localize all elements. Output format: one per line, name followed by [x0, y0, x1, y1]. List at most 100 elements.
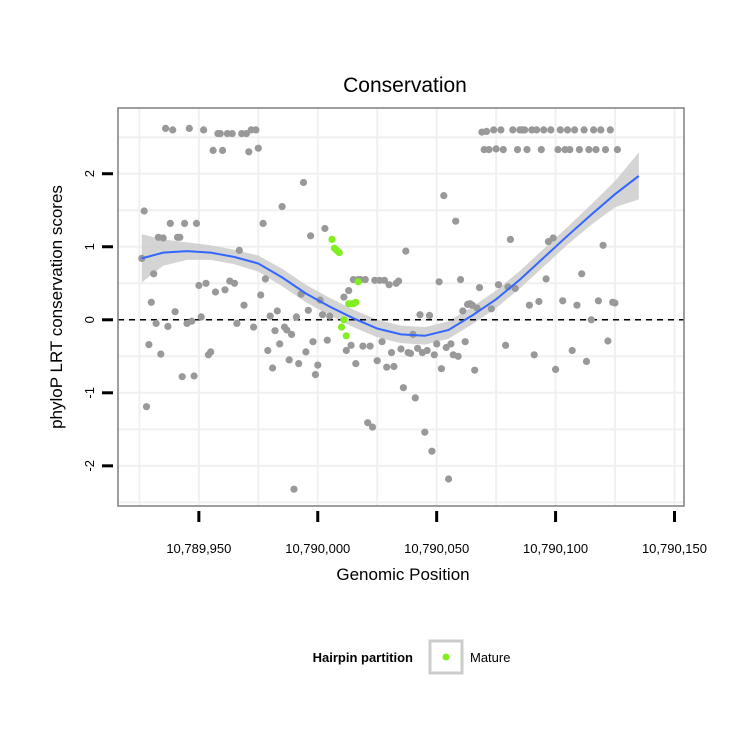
- point-other: [164, 322, 172, 330]
- point-other: [599, 241, 607, 249]
- point-other: [521, 126, 529, 134]
- point-other: [487, 305, 495, 313]
- point-other: [159, 234, 167, 242]
- point-other: [492, 145, 500, 153]
- point-other: [228, 130, 236, 138]
- point-other: [352, 360, 360, 368]
- point-other: [276, 340, 284, 348]
- y-tick-label: 1: [82, 243, 97, 250]
- legend-label-mature: Mature: [470, 650, 510, 665]
- point-other: [606, 126, 614, 134]
- point-other: [461, 338, 469, 346]
- point-other: [235, 246, 243, 254]
- point-other: [269, 364, 277, 372]
- point-other: [613, 146, 622, 154]
- point-other: [366, 342, 374, 350]
- point-other: [178, 373, 186, 381]
- point-other: [373, 357, 381, 365]
- data-points: [138, 124, 622, 493]
- point-other: [221, 286, 229, 294]
- point-other: [385, 281, 393, 289]
- point-other: [318, 311, 327, 319]
- point-other: [547, 126, 555, 134]
- point-mature: [328, 235, 336, 243]
- point-other: [475, 284, 484, 292]
- point-other: [592, 146, 600, 154]
- point-other: [580, 126, 588, 134]
- point-other: [283, 326, 291, 334]
- point-other: [411, 394, 419, 402]
- point-other: [387, 349, 396, 357]
- point-other: [254, 144, 262, 152]
- point-other: [209, 146, 217, 154]
- y-tick-label: -2: [82, 460, 97, 472]
- point-other: [428, 447, 436, 455]
- point-other: [347, 341, 355, 349]
- point-other: [483, 127, 491, 135]
- point-other: [435, 278, 443, 286]
- plot-panel: [117, 107, 685, 507]
- point-other: [309, 338, 317, 346]
- x-tick-label: 10,790,150: [642, 541, 707, 556]
- point-other: [506, 235, 514, 243]
- point-other: [314, 361, 322, 369]
- x-axis-label: Genomic Position: [336, 565, 469, 584]
- point-mature: [342, 332, 350, 340]
- point-other: [549, 234, 557, 242]
- y-axis-label: phyloP LRT conservation scores: [47, 185, 66, 429]
- point-other: [266, 312, 274, 320]
- point-other: [230, 279, 239, 287]
- point-other: [525, 301, 534, 309]
- point-other: [202, 279, 210, 287]
- point-other: [361, 276, 369, 284]
- point-other: [502, 341, 510, 349]
- point-other: [423, 346, 431, 355]
- point-other: [523, 146, 531, 154]
- point-other: [471, 366, 479, 374]
- point-mature: [352, 298, 360, 306]
- point-other: [452, 217, 460, 225]
- point-other: [378, 338, 386, 346]
- point-other: [299, 178, 308, 187]
- point-other: [494, 281, 503, 289]
- point-other: [259, 219, 267, 227]
- point-other: [395, 277, 403, 285]
- x-tick-label: 10,790,050: [404, 541, 469, 556]
- point-other: [566, 146, 574, 154]
- point-other: [245, 148, 253, 156]
- x-tick-label: 10,789,950: [166, 541, 231, 556]
- point-other: [530, 351, 538, 359]
- point-other: [430, 351, 438, 359]
- point-other: [195, 281, 203, 290]
- point-other: [145, 341, 153, 349]
- point-other: [326, 312, 334, 320]
- point-other: [554, 146, 562, 154]
- smooth-line: [141, 175, 640, 337]
- point-other: [601, 146, 610, 154]
- point-mature: [335, 249, 343, 257]
- point-other: [485, 146, 493, 154]
- point-other: [552, 365, 560, 373]
- point-other: [571, 126, 579, 134]
- point-other: [219, 146, 227, 154]
- point-other: [181, 219, 189, 227]
- point-other: [292, 313, 300, 321]
- point-other: [459, 307, 467, 315]
- point-other: [152, 319, 160, 327]
- point-other: [273, 307, 281, 315]
- point-other: [271, 327, 279, 335]
- point-other: [556, 126, 564, 134]
- loess-line: [141, 175, 640, 337]
- point-other: [207, 348, 215, 356]
- x-tick-label: 10,790,000: [285, 541, 350, 556]
- point-other: [233, 319, 241, 327]
- point-other: [285, 356, 293, 364]
- point-other: [490, 126, 498, 134]
- point-other: [171, 308, 179, 316]
- point-other: [311, 371, 319, 379]
- point-other: [594, 297, 603, 305]
- point-other: [390, 362, 398, 371]
- point-other: [587, 316, 595, 324]
- point-other: [590, 126, 598, 134]
